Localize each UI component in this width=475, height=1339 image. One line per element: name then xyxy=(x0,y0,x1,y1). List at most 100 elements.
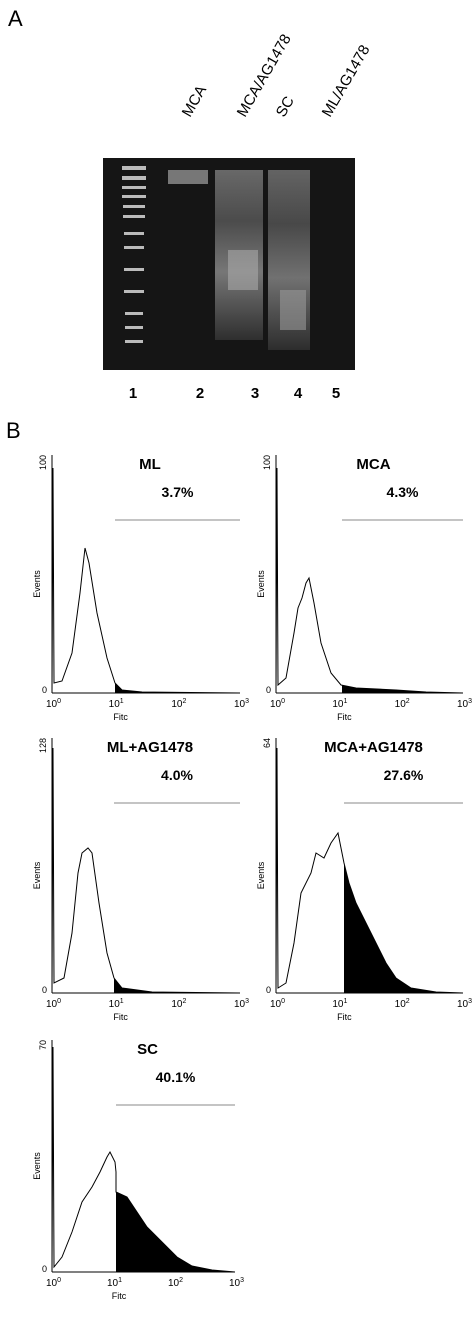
y-axis-label: Events xyxy=(256,861,266,889)
tick-base: 10 xyxy=(171,999,183,1010)
tick-exponent: 0 xyxy=(57,1277,61,1284)
histogram-curve xyxy=(275,747,464,994)
tick-exponent: 3 xyxy=(240,1277,244,1284)
tick-base: 10 xyxy=(395,699,407,710)
tick-exponent: 0 xyxy=(281,698,285,705)
y-max-label: 100 xyxy=(262,455,272,470)
x-axis-label: Fitc xyxy=(112,1291,127,1301)
x-tick-label: 103 xyxy=(234,998,249,1010)
tick-exponent: 0 xyxy=(57,698,61,705)
tick-base: 10 xyxy=(46,999,58,1010)
y-max-label: 100 xyxy=(38,455,48,470)
x-tick-label: 100 xyxy=(270,698,285,710)
y-min-label: 0 xyxy=(42,1264,47,1274)
tick-exponent: 3 xyxy=(468,998,472,1005)
lane-label: MCA xyxy=(179,83,210,120)
percent-label: 4.0% xyxy=(161,767,193,783)
x-tick-label: 103 xyxy=(229,1277,244,1289)
tick-base: 10 xyxy=(332,999,344,1010)
panel-label: A xyxy=(8,6,23,31)
histogram-curve xyxy=(51,747,241,994)
tick-exponent: 3 xyxy=(245,998,249,1005)
percent-label: 3.7% xyxy=(162,484,194,500)
lane-label: SC xyxy=(273,93,298,120)
x-axis-label: Fitc xyxy=(113,1012,128,1022)
tick-exponent: 2 xyxy=(182,698,186,705)
x-tick-label: 101 xyxy=(332,698,347,710)
percent-label: 27.6% xyxy=(384,767,424,783)
lane-number: 2 xyxy=(196,385,204,402)
tick-exponent: 1 xyxy=(343,998,347,1005)
y-min-label: 0 xyxy=(42,685,47,695)
tick-exponent: 2 xyxy=(406,998,410,1005)
tick-exponent: 1 xyxy=(118,1277,122,1284)
y-axis-label: Events xyxy=(256,570,266,598)
gel-image xyxy=(103,158,355,370)
tick-exponent: 3 xyxy=(245,698,249,705)
tick-base: 10 xyxy=(332,699,344,710)
y-max-label: 64 xyxy=(262,738,272,748)
tick-base: 10 xyxy=(234,699,246,710)
panel-title: ML xyxy=(139,456,161,473)
tick-exponent: 0 xyxy=(281,998,285,1005)
y-max-label: 128 xyxy=(38,738,48,753)
x-tick-label: 100 xyxy=(46,1277,61,1289)
gated-area xyxy=(115,683,240,693)
histogram-curve xyxy=(51,1046,236,1273)
tick-base: 10 xyxy=(109,699,121,710)
tick-base: 10 xyxy=(457,699,469,710)
lane-number: 5 xyxy=(332,385,340,402)
y-min-label: 0 xyxy=(42,985,47,995)
y-min-label: 0 xyxy=(266,685,271,695)
x-tick-label: 102 xyxy=(395,698,410,710)
x-tick-label: 103 xyxy=(234,698,249,710)
lane-numbers: 1 2 3 4 5 xyxy=(129,385,340,402)
tick-base: 10 xyxy=(270,699,282,710)
tick-base: 10 xyxy=(171,699,183,710)
tick-exponent: 0 xyxy=(57,998,61,1005)
panel-title: SC xyxy=(137,1041,158,1058)
y-axis-label: Events xyxy=(32,1152,42,1180)
gated-area xyxy=(114,978,240,993)
histogram-curve xyxy=(51,467,241,694)
tick-exponent: 1 xyxy=(120,698,124,705)
tick-base: 10 xyxy=(270,999,282,1010)
tick-exponent: 3 xyxy=(468,698,472,705)
x-tick-label: 100 xyxy=(46,698,61,710)
tick-base: 10 xyxy=(395,999,407,1010)
x-tick-label: 100 xyxy=(270,998,285,1010)
tick-exponent: 1 xyxy=(120,998,124,1005)
tick-exponent: 1 xyxy=(343,698,347,705)
percent-label: 4.3% xyxy=(387,484,419,500)
x-tick-label: 102 xyxy=(395,998,410,1010)
tick-base: 10 xyxy=(46,699,58,710)
lane-number: 3 xyxy=(251,385,259,402)
lane-number: 1 xyxy=(129,385,137,402)
panel-title: MCA+AG1478 xyxy=(324,739,423,756)
panel-title: MCA xyxy=(356,456,390,473)
x-axis-label: Fitc xyxy=(337,712,352,722)
x-tick-label: 101 xyxy=(107,1277,122,1289)
x-tick-label: 102 xyxy=(171,998,186,1010)
x-tick-label: 100 xyxy=(46,998,61,1010)
x-axis-label: Fitc xyxy=(113,712,128,722)
panel-label: B xyxy=(6,418,21,443)
x-axis-label: Fitc xyxy=(337,1012,352,1022)
x-tick-label: 101 xyxy=(109,998,124,1010)
gated-area xyxy=(116,1172,235,1272)
x-tick-label: 102 xyxy=(171,698,186,710)
y-max-label: 70 xyxy=(38,1040,48,1050)
histogram-curve xyxy=(275,467,464,694)
tick-exponent: 2 xyxy=(182,998,186,1005)
tick-base: 10 xyxy=(168,1278,180,1289)
x-tick-label: 101 xyxy=(109,698,124,710)
y-axis-label: Events xyxy=(32,570,42,598)
x-tick-label: 103 xyxy=(457,998,472,1010)
tick-base: 10 xyxy=(107,1278,119,1289)
gated-area xyxy=(344,863,463,993)
tick-exponent: 2 xyxy=(179,1277,183,1284)
